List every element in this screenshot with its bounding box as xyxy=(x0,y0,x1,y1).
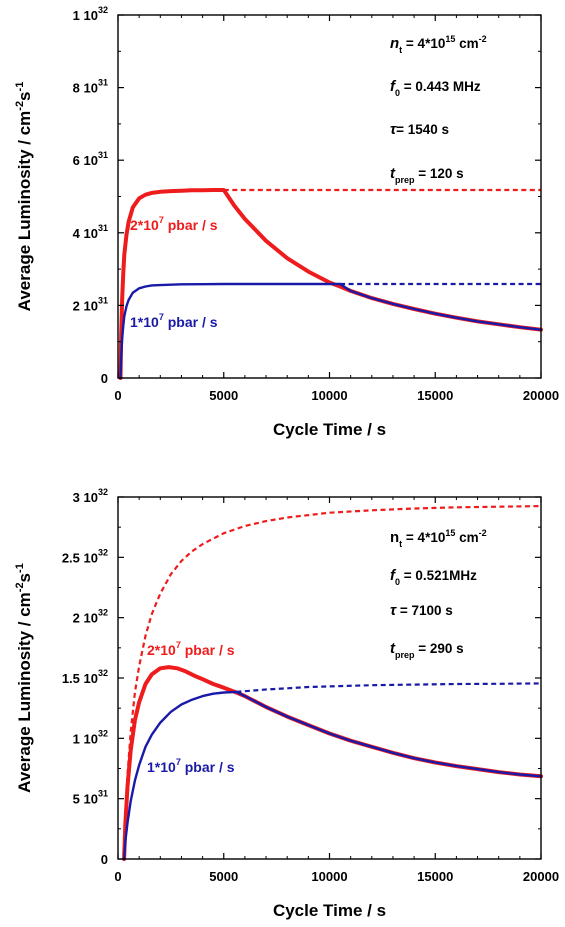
series-label: 2*107 pbar / s xyxy=(147,640,235,658)
x-tick-label: 0 xyxy=(114,388,121,403)
y-tick-label: 0 xyxy=(101,852,108,867)
parameter-annotation: τ = 7100 s xyxy=(390,602,453,619)
y-tick-label: 5 1031 xyxy=(73,789,108,807)
y-axis-label: Average Luminosity / cm-2s-1 xyxy=(14,563,34,793)
x-tick-label: 5000 xyxy=(209,869,238,884)
chart-panel-2: 0 5000 10000 15000 20000 0 5 1031 1 1032 1.5 103… xyxy=(14,487,559,920)
y-tick-label: 1 1032 xyxy=(73,5,108,23)
chart-panel-1: 0 5000 10000 15000 20000 0 2 1031 4 1031 6 1031 8… xyxy=(14,5,559,439)
y-tick-label: 1.5 1032 xyxy=(62,668,108,686)
x-tick-label: 20000 xyxy=(523,388,559,403)
parameter-annotation: tprep = 120 s xyxy=(390,165,464,185)
y-tick-label: 4 1031 xyxy=(73,223,108,241)
series-label: 2*107 pbar / s xyxy=(130,215,218,233)
x-tick-label: 0 xyxy=(114,869,121,884)
parameter-annotation: f0 = 0.443 MHz xyxy=(390,78,481,98)
x-tick-label: 15000 xyxy=(417,869,453,884)
series-line-3 xyxy=(119,282,543,380)
y-tick-label: 3 1032 xyxy=(73,487,108,505)
series-label: 1*107 pbar / s xyxy=(147,757,235,775)
parameter-annotation: tprep = 290 s xyxy=(390,640,464,660)
series-line-3 xyxy=(122,690,543,861)
y-axis-label: Average Luminosity / cm-2s-1 xyxy=(14,82,34,312)
plot-frame xyxy=(117,496,542,860)
x-axis-label: Cycle Time / s xyxy=(273,420,386,439)
x-tick-label: 10000 xyxy=(311,869,347,884)
y-tick-label: 0 xyxy=(101,371,108,386)
x-tick-label: 20000 xyxy=(523,869,559,884)
series-line-4 xyxy=(236,682,542,693)
y-tick-label: 6 1031 xyxy=(73,150,108,168)
x-tick-label: 5000 xyxy=(209,388,238,403)
parameter-annotation: nt = 4*1015 cm-2 xyxy=(390,34,487,55)
x-tick-label: 15000 xyxy=(417,388,453,403)
x-axis-label: Cycle Time / s xyxy=(273,901,386,920)
parameter-annotation: f0 = 0.521MHz xyxy=(390,567,477,587)
series-label: 1*107 pbar / s xyxy=(130,312,218,330)
y-tick-label: 2 1031 xyxy=(73,295,108,313)
y-tick-label: 8 1031 xyxy=(73,78,108,96)
y-tick-label: 2 1032 xyxy=(73,608,108,626)
series-line-1 xyxy=(123,505,542,860)
y-tick-label: 1 1032 xyxy=(73,728,108,746)
y-tick-label: 2.5 1032 xyxy=(62,547,108,565)
parameter-annotation: nt = 4*1015 cm-2 xyxy=(390,528,487,549)
parameter-annotation: τ= 1540 s xyxy=(390,121,449,138)
x-tick-label: 10000 xyxy=(311,388,347,403)
